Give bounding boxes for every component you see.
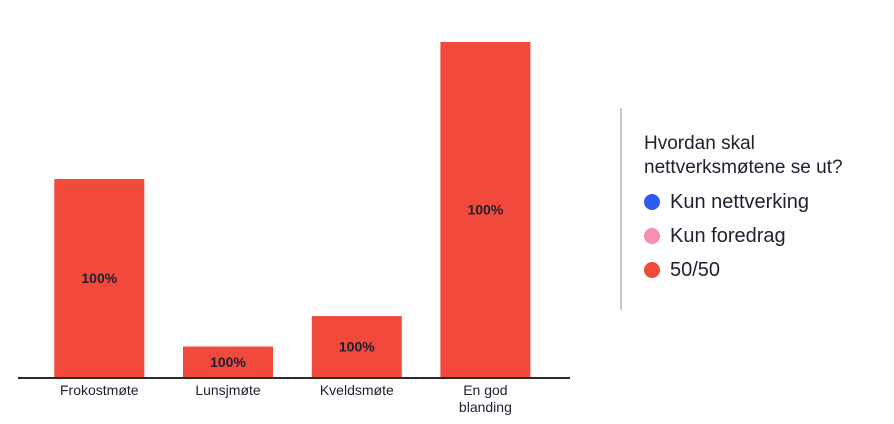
bar-chart: 100% 100% 100% 100% Frokostmøte Lunsjmøte Kve… [18, 42, 570, 415]
x-tick-label-1: Lunsjmøte [195, 382, 261, 398]
data-label-0: 100% [81, 270, 117, 286]
x-tick-label-0: Frokostmøte [60, 382, 139, 398]
legend: Hvordan skal nettverksmøtene se ut? Kun … [620, 108, 884, 310]
x-tick-label-3: En god blanding [459, 382, 512, 415]
legend-item-50-50[interactable]: 50/50 [644, 258, 884, 282]
bars-group: 100% 100% 100% 100% [54, 42, 531, 378]
data-label-1: 100% [210, 354, 246, 370]
x-tick-label-2: Kveldsmøte [320, 382, 394, 398]
legend-title: Hvordan skal nettverksmøtene se ut? [644, 133, 843, 178]
legend-swatch-icon [644, 262, 660, 278]
bar-2[interactable] [311, 316, 402, 377]
legend-label: Kun nettverking [670, 191, 809, 213]
data-label-3: 100% [467, 202, 503, 218]
data-label-2: 100% [339, 339, 375, 355]
bar-0[interactable] [54, 179, 145, 377]
bar-3[interactable] [440, 42, 531, 377]
legend-label: Kun foredrag [670, 225, 786, 247]
legend-label: 50/50 [670, 259, 721, 281]
bar-1[interactable] [183, 346, 273, 378]
legend-item-kun-foredrag[interactable]: Kun foredrag [644, 224, 884, 248]
legend-swatch-icon [644, 228, 660, 244]
x-tick-labels: Frokostmøte Lunsjmøte Kveldsmøte En god blan… [60, 382, 512, 415]
legend-item-kun-nettverking[interactable]: Kun nettverking [644, 190, 884, 214]
legend-swatch-icon [644, 194, 660, 210]
